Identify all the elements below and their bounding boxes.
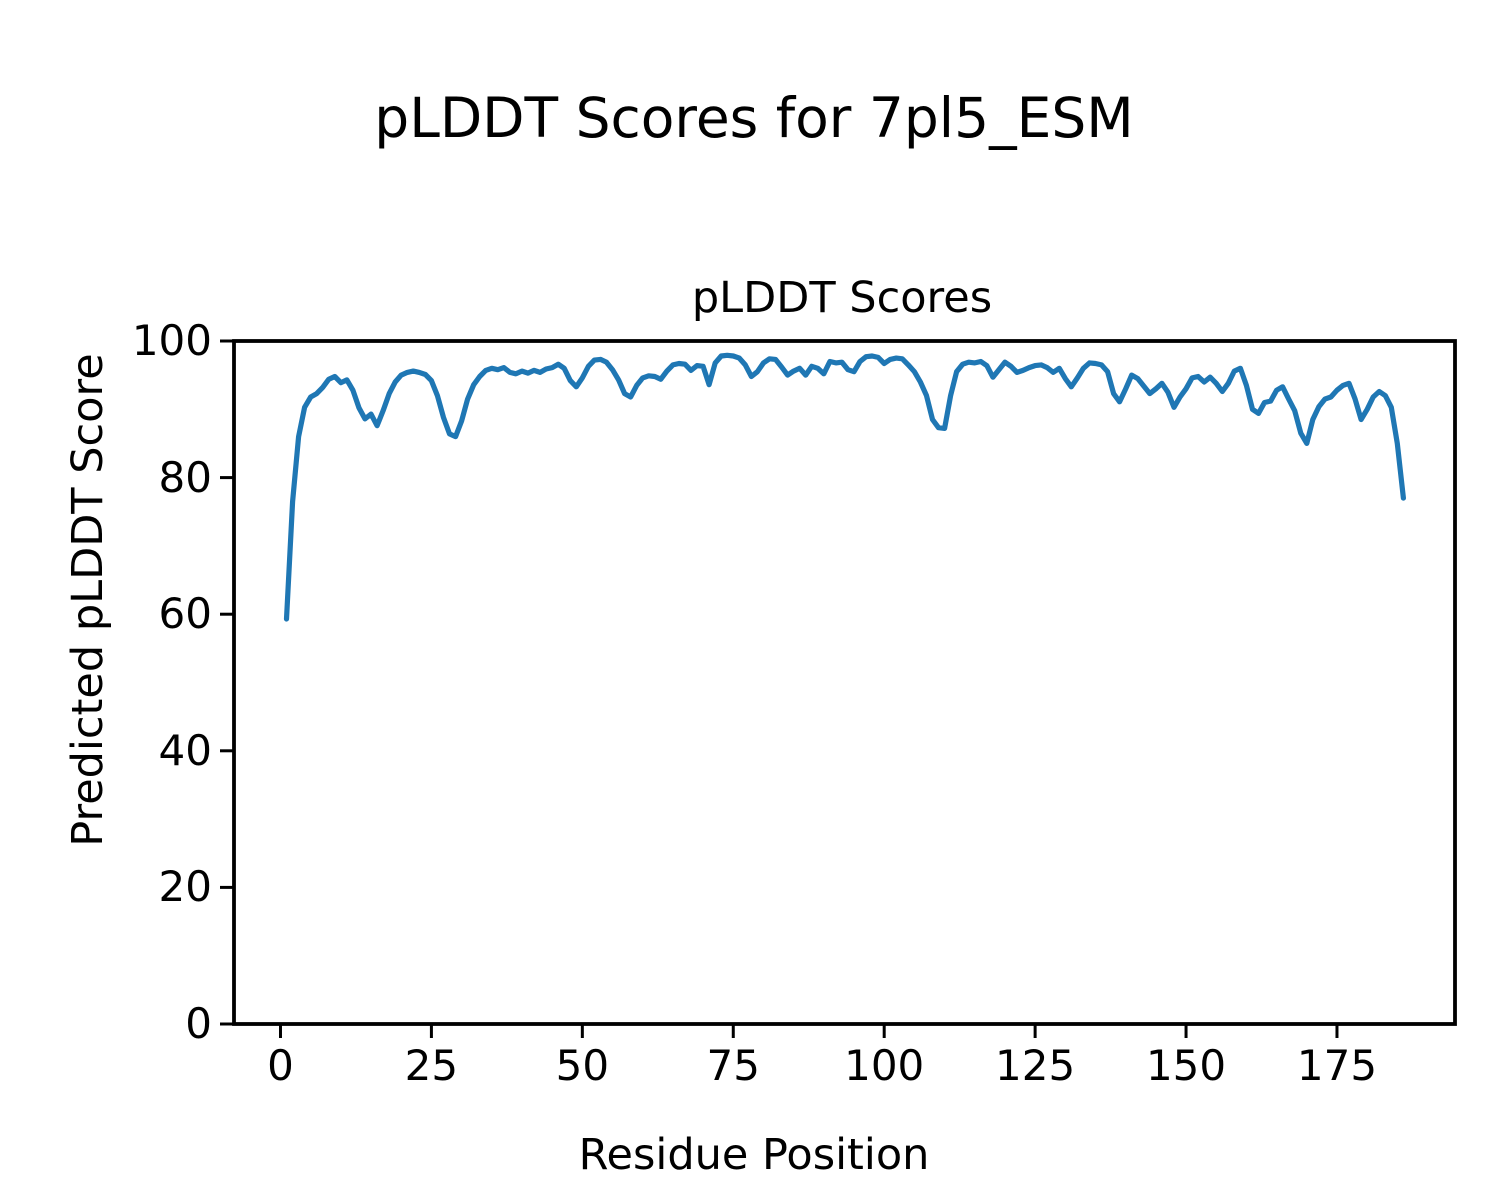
x-tick-label: 0 <box>267 1041 294 1090</box>
x-tick-label: 100 <box>844 1041 925 1090</box>
axes-title: pLDDT Scores <box>691 273 993 323</box>
y-tick-label: 0 <box>185 999 212 1048</box>
axes-spines <box>232 339 1457 1026</box>
x-tick-label: 50 <box>555 1041 610 1090</box>
x-tick-label: 125 <box>995 1041 1076 1090</box>
x-axis-label: Residue Position <box>578 1130 930 1180</box>
y-tick-label: 20 <box>158 862 212 912</box>
plddt-line <box>283 352 1407 622</box>
x-tick-label: 150 <box>1145 1041 1227 1090</box>
figure-suptitle: pLDDT Scores for 7pl5_ESM <box>374 86 1134 150</box>
y-tick-label: 100 <box>131 316 212 365</box>
y-tick-label: 40 <box>158 725 212 775</box>
y-tick-label: 60 <box>158 589 212 639</box>
x-tick-label: 25 <box>404 1041 459 1090</box>
y-tick-label: 80 <box>158 452 212 502</box>
x-tick-label: 175 <box>1296 1041 1378 1090</box>
x-tick-label: 75 <box>706 1041 760 1090</box>
